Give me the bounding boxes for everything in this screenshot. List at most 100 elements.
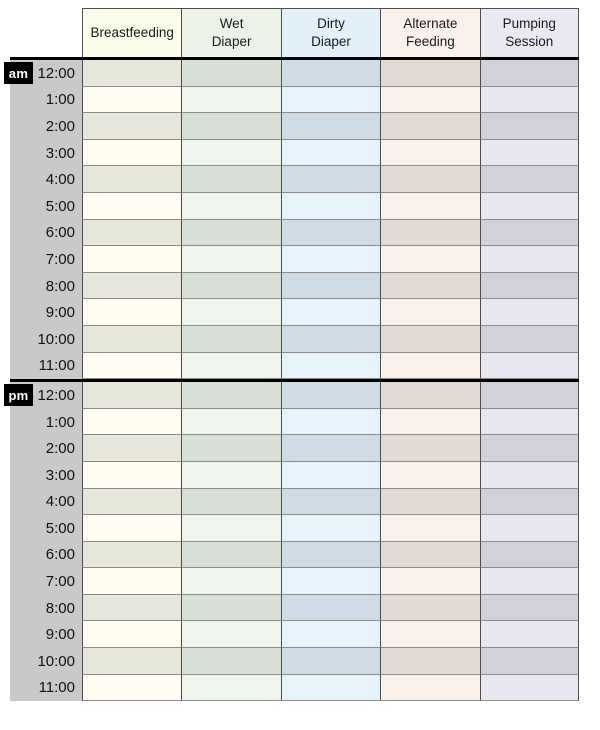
entry-cell — [181, 246, 281, 273]
entry-cell — [82, 515, 182, 542]
time-row: 8:00 — [10, 272, 579, 300]
entry-cell — [181, 488, 281, 516]
entry-cell — [479, 272, 579, 300]
entry-cell — [280, 541, 381, 569]
time-label: 1:00 — [45, 413, 75, 431]
time-cell: 10:00 — [10, 325, 82, 353]
time-row: pm 12:00 — [4, 382, 579, 409]
entry-cell — [280, 325, 381, 353]
column-header: Wet Diaper — [181, 8, 281, 57]
time-row: 9:00 — [10, 621, 579, 649]
time-label: 5:00 — [45, 519, 75, 537]
entry-cell — [280, 246, 381, 273]
entry-cell — [280, 488, 381, 516]
time-row: 5:00 — [10, 192, 579, 220]
time-label: 6:00 — [45, 224, 75, 242]
entry-cell — [380, 299, 480, 326]
entry-cell — [181, 219, 281, 247]
time-cell: 3:00 — [10, 461, 82, 489]
entry-cell — [181, 674, 281, 702]
time-label: 5:00 — [45, 197, 75, 215]
entry-cell — [280, 113, 381, 140]
time-cell: 1:00 — [10, 408, 82, 436]
time-cell: 4:00 — [10, 166, 82, 193]
column-header: Breastfeeding — [82, 8, 182, 57]
entry-cell — [181, 621, 281, 649]
time-cell: 9:00 — [10, 299, 82, 326]
entry-cell — [479, 648, 579, 675]
entry-cell — [181, 594, 281, 622]
time-row: am 12:00 — [4, 60, 579, 87]
entry-cell — [380, 166, 480, 193]
time-label: 12:00 — [37, 64, 75, 82]
time-row: 1:00 — [10, 86, 579, 114]
time-label: 3:00 — [45, 144, 75, 162]
entry-cell — [380, 325, 480, 353]
entry-cell — [181, 299, 281, 326]
entry-cell — [380, 621, 480, 649]
entry-cell — [380, 594, 480, 622]
entry-cell — [181, 60, 281, 87]
entry-cell — [82, 568, 182, 595]
time-row: 4:00 — [10, 166, 579, 193]
entry-cell — [380, 674, 480, 702]
time-label: 8:00 — [45, 277, 75, 295]
time-cell: 1:00 — [10, 86, 82, 114]
time-cell: 9:00 — [10, 621, 82, 649]
entry-cell — [280, 352, 381, 380]
time-cell: 6:00 — [10, 541, 82, 569]
entry-cell — [479, 299, 579, 326]
time-row: 1:00 — [10, 408, 579, 436]
header-spacer — [10, 8, 82, 57]
entry-cell — [181, 113, 281, 140]
entry-cell — [181, 352, 281, 380]
time-row: 9:00 — [10, 299, 579, 326]
entry-cell — [380, 219, 480, 247]
entry-cell — [479, 594, 579, 622]
time-label: 9:00 — [45, 626, 75, 644]
entry-cell — [280, 139, 381, 167]
entry-cell — [280, 166, 381, 193]
entry-cell — [82, 272, 182, 300]
entry-cell — [181, 272, 281, 300]
entry-cell — [479, 325, 579, 353]
entry-cell — [82, 541, 182, 569]
column-header: Pumping Session — [479, 8, 579, 57]
entry-cell — [280, 60, 381, 87]
time-row: 2:00 — [10, 435, 579, 462]
entry-cell — [479, 541, 579, 569]
entry-cell — [82, 594, 182, 622]
entry-cell — [380, 246, 480, 273]
time-label: 8:00 — [45, 599, 75, 617]
section-pm: pm 12:00 1:00 2:00 3:00 4:00 5:00 6:00 7:00 8:00 9… — [4, 379, 579, 702]
time-row: 10:00 — [10, 325, 579, 353]
entry-cell — [82, 192, 182, 220]
time-row: 7:00 — [10, 246, 579, 273]
entry-cell — [82, 325, 182, 353]
time-row: 3:00 — [10, 139, 579, 167]
entry-cell — [280, 515, 381, 542]
entry-cell — [181, 435, 281, 462]
time-label: 3:00 — [45, 466, 75, 484]
baby-tracking-sheet: Breastfeeding Wet Diaper Dirty Diaper Alter… — [4, 8, 579, 702]
entry-cell — [280, 86, 381, 114]
entry-cell — [479, 113, 579, 140]
time-cell: am 12:00 — [4, 60, 82, 87]
entry-cell — [280, 382, 381, 409]
entry-cell — [82, 352, 182, 380]
time-label: 7:00 — [45, 573, 75, 591]
time-label: 4:00 — [45, 493, 75, 511]
time-cell: 11:00 — [10, 674, 82, 702]
entry-cell — [181, 86, 281, 114]
time-cell: 8:00 — [10, 272, 82, 300]
time-cell: 6:00 — [10, 219, 82, 247]
entry-cell — [280, 621, 381, 649]
entry-cell — [479, 408, 579, 436]
time-label: 4:00 — [45, 171, 75, 189]
time-label: 12:00 — [37, 386, 75, 404]
entry-cell — [380, 192, 480, 220]
entry-cell — [479, 246, 579, 273]
time-row: 7:00 — [10, 568, 579, 595]
entry-cell — [380, 541, 480, 569]
entry-cell — [82, 113, 182, 140]
